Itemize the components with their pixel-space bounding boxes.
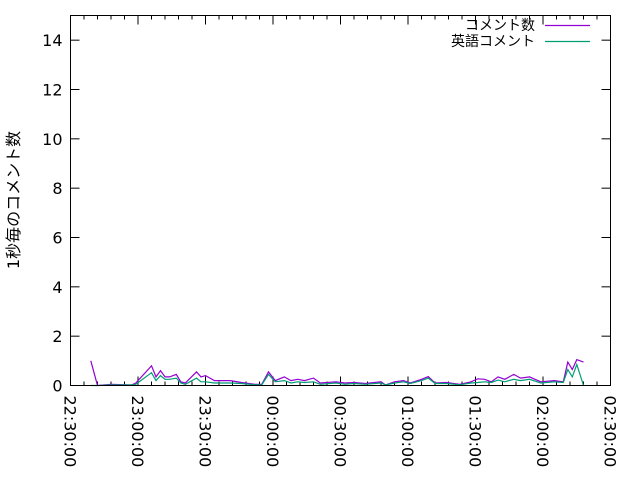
x-tick-label: 22:30:00 xyxy=(61,396,80,468)
x-tick-labels: 22:30:00 23:00:00 23:30:00 00:00:00 00:30:00… xyxy=(61,396,620,468)
y-tick-label: 0 xyxy=(52,377,62,396)
x-tick-label: 02:30:00 xyxy=(601,396,620,468)
x-tick-label: 01:30:00 xyxy=(466,396,485,468)
y-tick-label: 2 xyxy=(52,327,62,346)
x-tick-label: 02:00:00 xyxy=(533,396,552,468)
x-tick-label: 00:30:00 xyxy=(331,396,350,468)
legend-label-1: 英語コメント xyxy=(451,33,535,50)
y-tick-label: 10 xyxy=(42,130,62,149)
y-tick-label: 12 xyxy=(42,81,62,100)
series-line-1 xyxy=(90,362,585,387)
x-tick-label: 23:30:00 xyxy=(196,396,215,468)
y-tick-label: 14 xyxy=(42,31,62,50)
y-tick-label: 4 xyxy=(52,278,62,297)
y-tick-label: 8 xyxy=(52,179,62,198)
y-axis-label: 1秒毎のコメント数 xyxy=(4,131,23,269)
y-tick-labels: 0 2 4 6 8 10 12 14 xyxy=(42,31,62,395)
x-tick-label: 23:00:00 xyxy=(128,396,147,468)
y-tick-label: 6 xyxy=(52,229,62,248)
legend: コメント数 英語コメント xyxy=(451,18,590,50)
plot-border xyxy=(70,15,611,386)
x-tick-label: 01:00:00 xyxy=(398,396,417,468)
x-tick-label: 00:00:00 xyxy=(263,396,282,468)
series-line-0 xyxy=(90,358,584,387)
legend-label-0: コメント数 xyxy=(465,18,535,34)
series-lines xyxy=(90,358,585,387)
axis-ticks xyxy=(70,15,611,386)
